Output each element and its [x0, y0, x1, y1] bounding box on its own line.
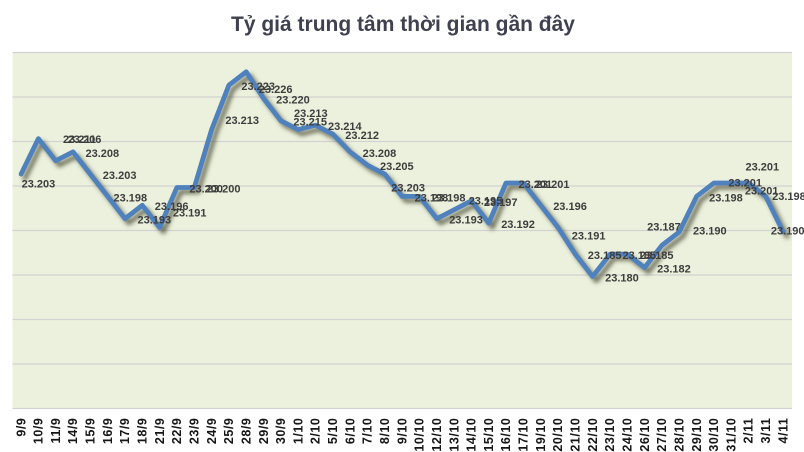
svg-text:1/10: 1/10 — [291, 418, 305, 445]
svg-text:19/10: 19/10 — [534, 418, 548, 452]
svg-text:14/10: 14/10 — [465, 418, 479, 452]
svg-text:13/10: 13/10 — [447, 418, 461, 452]
svg-text:30/9: 30/9 — [274, 418, 288, 445]
svg-text:21/10: 21/10 — [569, 418, 583, 452]
svg-text:23.201: 23.201 — [728, 177, 762, 189]
svg-text:11/9: 11/9 — [49, 418, 63, 444]
svg-text:22/10: 22/10 — [586, 418, 600, 452]
svg-text:23.193: 23.193 — [449, 215, 483, 227]
svg-text:Tỷ giá trung tâm thời gian gần: Tỷ giá trung tâm thời gian gần đây — [231, 13, 575, 36]
svg-text:23.212: 23.212 — [345, 130, 379, 142]
svg-text:23.180: 23.180 — [605, 272, 639, 284]
svg-text:5/10: 5/10 — [326, 418, 340, 445]
svg-text:18/9: 18/9 — [136, 418, 150, 445]
svg-text:24/9: 24/9 — [205, 418, 219, 445]
svg-text:23.220: 23.220 — [276, 94, 310, 106]
svg-text:23.192: 23.192 — [501, 219, 535, 231]
svg-text:29/9: 29/9 — [257, 418, 271, 445]
svg-text:23.213: 23.213 — [225, 115, 259, 127]
svg-text:2/10: 2/10 — [309, 418, 323, 445]
svg-text:22/9: 22/9 — [170, 418, 184, 445]
svg-text:4/11: 4/11 — [776, 418, 790, 444]
svg-text:23.198: 23.198 — [415, 192, 449, 204]
svg-text:23.196: 23.196 — [155, 201, 189, 213]
svg-text:23.208: 23.208 — [363, 148, 397, 160]
svg-text:10/10: 10/10 — [413, 418, 427, 452]
svg-text:23.187: 23.187 — [647, 221, 681, 233]
svg-text:31/10: 31/10 — [724, 418, 738, 452]
svg-text:28/10: 28/10 — [672, 418, 686, 452]
svg-text:23.203: 23.203 — [22, 178, 56, 190]
svg-text:23.201: 23.201 — [519, 179, 553, 191]
svg-text:2/11: 2/11 — [742, 418, 756, 444]
svg-text:6/10: 6/10 — [343, 418, 357, 445]
svg-text:23.190: 23.190 — [693, 225, 727, 237]
svg-text:23.215: 23.215 — [293, 117, 327, 129]
svg-text:14/9: 14/9 — [66, 418, 80, 445]
svg-text:23.185: 23.185 — [640, 250, 674, 262]
svg-text:23.185: 23.185 — [623, 250, 657, 262]
svg-text:20/10: 20/10 — [551, 418, 565, 452]
svg-text:23.205: 23.205 — [380, 161, 414, 173]
svg-text:16/9: 16/9 — [101, 418, 115, 445]
svg-text:23.196: 23.196 — [553, 201, 587, 213]
svg-text:23.198: 23.198 — [772, 191, 804, 203]
svg-text:23.203: 23.203 — [103, 170, 137, 182]
svg-text:8/10: 8/10 — [378, 418, 392, 445]
svg-text:23.208: 23.208 — [86, 148, 120, 160]
svg-text:9/9: 9/9 — [14, 418, 28, 437]
svg-text:23.191: 23.191 — [572, 230, 606, 242]
svg-text:23.213: 23.213 — [294, 108, 328, 120]
svg-text:23.182: 23.182 — [657, 264, 691, 276]
svg-text:23.226: 23.226 — [259, 84, 293, 96]
svg-text:23.200: 23.200 — [189, 183, 223, 195]
svg-text:23.206: 23.206 — [68, 134, 102, 146]
svg-text:7/10: 7/10 — [361, 418, 375, 445]
svg-text:23.223: 23.223 — [241, 81, 275, 93]
svg-text:9/10: 9/10 — [395, 418, 409, 445]
svg-text:15/10: 15/10 — [482, 418, 496, 452]
svg-text:23.201: 23.201 — [746, 161, 780, 173]
svg-text:21/9: 21/9 — [153, 418, 167, 445]
svg-text:30/10: 30/10 — [707, 418, 721, 452]
svg-text:10/9: 10/9 — [32, 418, 46, 445]
svg-text:23.214: 23.214 — [328, 121, 363, 133]
svg-text:23.203: 23.203 — [391, 182, 425, 194]
svg-text:23.197: 23.197 — [484, 197, 518, 209]
svg-text:23.200: 23.200 — [207, 183, 241, 195]
svg-text:23.201: 23.201 — [745, 185, 779, 197]
svg-text:23/9: 23/9 — [188, 418, 202, 445]
svg-text:23/10: 23/10 — [603, 418, 617, 452]
svg-text:25/9: 25/9 — [222, 418, 236, 445]
svg-text:26/10: 26/10 — [638, 418, 652, 452]
svg-text:23.211: 23.211 — [63, 134, 96, 146]
svg-text:23.191: 23.191 — [173, 207, 207, 219]
svg-text:12/10: 12/10 — [430, 418, 444, 452]
svg-text:17/10: 17/10 — [517, 418, 531, 452]
svg-text:23.198: 23.198 — [432, 192, 466, 204]
svg-text:23.185: 23.185 — [588, 250, 622, 262]
svg-text:15/9: 15/9 — [84, 418, 98, 445]
svg-text:28/9: 28/9 — [239, 418, 253, 445]
svg-text:29/10: 29/10 — [690, 418, 704, 452]
svg-text:23.193: 23.193 — [138, 215, 172, 227]
svg-text:23.198: 23.198 — [114, 192, 148, 204]
svg-text:23.201: 23.201 — [536, 179, 570, 191]
svg-text:17/9: 17/9 — [118, 418, 132, 445]
svg-text:23.198: 23.198 — [709, 192, 743, 204]
svg-text:23.195: 23.195 — [469, 195, 503, 207]
svg-text:27/10: 27/10 — [655, 418, 669, 452]
svg-text:3/11: 3/11 — [759, 418, 773, 444]
svg-text:16/10: 16/10 — [499, 418, 513, 452]
svg-text:23.190: 23.190 — [771, 225, 804, 237]
svg-text:24/10: 24/10 — [621, 418, 635, 452]
